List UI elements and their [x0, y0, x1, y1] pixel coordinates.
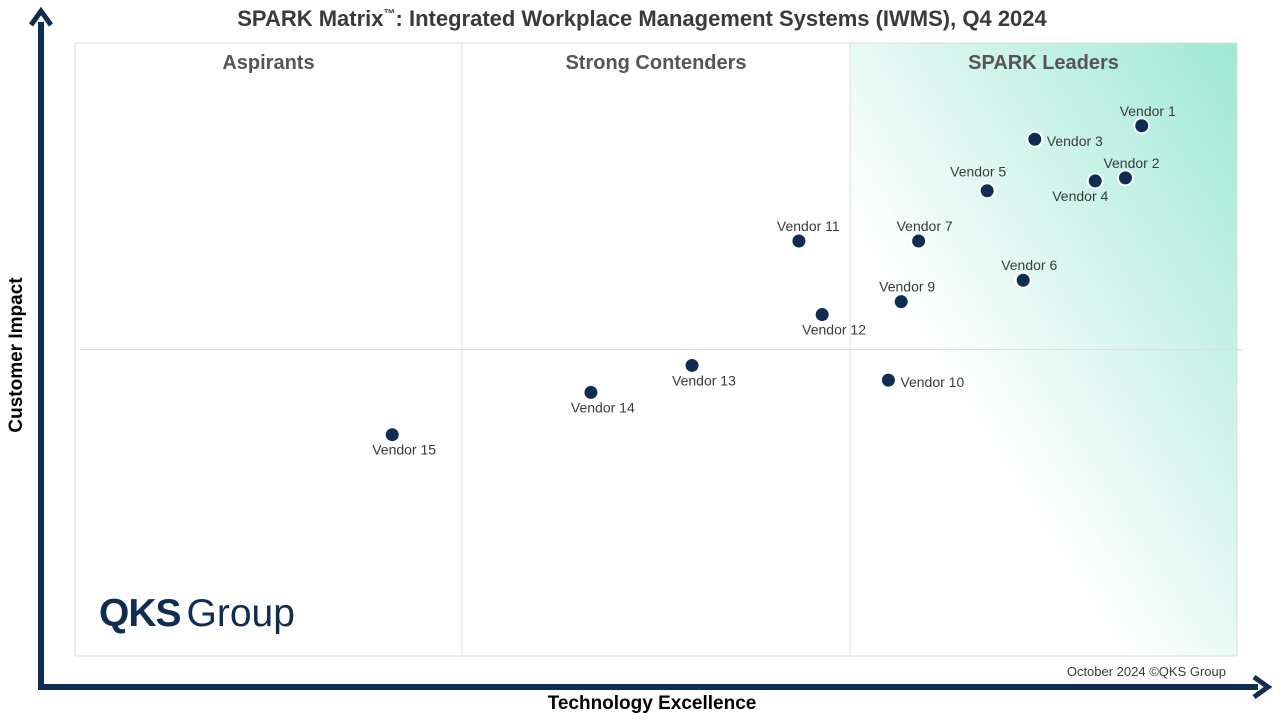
x-axis-label: Technology Excellence — [547, 693, 757, 714]
quadrant-label-spark-leaders: SPARK Leaders — [968, 52, 1119, 74]
data-point-vendor-10 — [879, 371, 897, 389]
data-label-vendor-12: Vendor 12 — [802, 322, 866, 338]
data-point-vendor-11 — [790, 232, 808, 250]
quadrant-label-strong-contenders: Strong Contenders — [565, 52, 746, 74]
data-point-vendor-14 — [582, 383, 600, 401]
data-point-vendor-9 — [892, 293, 910, 311]
title-main: SPARK Matrix — [237, 6, 384, 31]
data-label-vendor-6: Vendor 6 — [1001, 257, 1057, 273]
data-point-vendor-7 — [910, 232, 928, 250]
data-point-vendor-15 — [383, 426, 401, 444]
data-point-vendor-5 — [978, 182, 996, 200]
data-label-vendor-4: Vendor 4 — [1052, 188, 1108, 204]
y-axis-arrow — [28, 6, 54, 27]
data-point-vendor-3 — [1026, 130, 1044, 148]
data-label-vendor-3: Vendor 3 — [1047, 133, 1103, 149]
footer-copyright: October 2024 ©QKS Group — [1066, 664, 1226, 679]
data-label-vendor-5: Vendor 5 — [950, 164, 1006, 180]
data-label-vendor-14: Vendor 14 — [571, 399, 635, 415]
data-point-vendor-1 — [1133, 117, 1151, 135]
title-trademark: ™ — [383, 6, 396, 21]
data-label-vendor-11: Vendor 11 — [777, 218, 840, 234]
title-rest: : Integrated Workplace Management System… — [395, 6, 1047, 31]
x-axis-arrow — [1252, 674, 1273, 700]
chart-title: SPARK Matrix™: Integrated Workplace Mana… — [0, 6, 1280, 32]
data-point-vendor-13 — [683, 356, 701, 374]
data-point-vendor-4 — [1086, 172, 1104, 190]
data-point-vendor-12 — [813, 306, 831, 324]
data-label-vendor-15: Vendor 15 — [372, 442, 436, 458]
data-point-vendor-2 — [1116, 169, 1134, 187]
data-label-vendor-10: Vendor 10 — [900, 374, 964, 390]
data-label-vendor-1: Vendor 1 — [1120, 103, 1176, 119]
data-label-vendor-9: Vendor 9 — [879, 279, 935, 295]
quadrant-label-aspirants: Aspirants — [222, 52, 314, 74]
qks-group-logo: QKS Group — [99, 592, 295, 636]
y-axis-label: Customer Impact — [6, 277, 27, 433]
logo-qks: QKS — [99, 592, 182, 635]
data-label-vendor-13: Vendor 13 — [672, 372, 736, 388]
data-point-vendor-6 — [1014, 271, 1032, 289]
data-label-vendor-7: Vendor 7 — [897, 218, 953, 234]
logo-group: Group — [186, 592, 295, 635]
data-label-vendor-2: Vendor 2 — [1103, 155, 1159, 171]
